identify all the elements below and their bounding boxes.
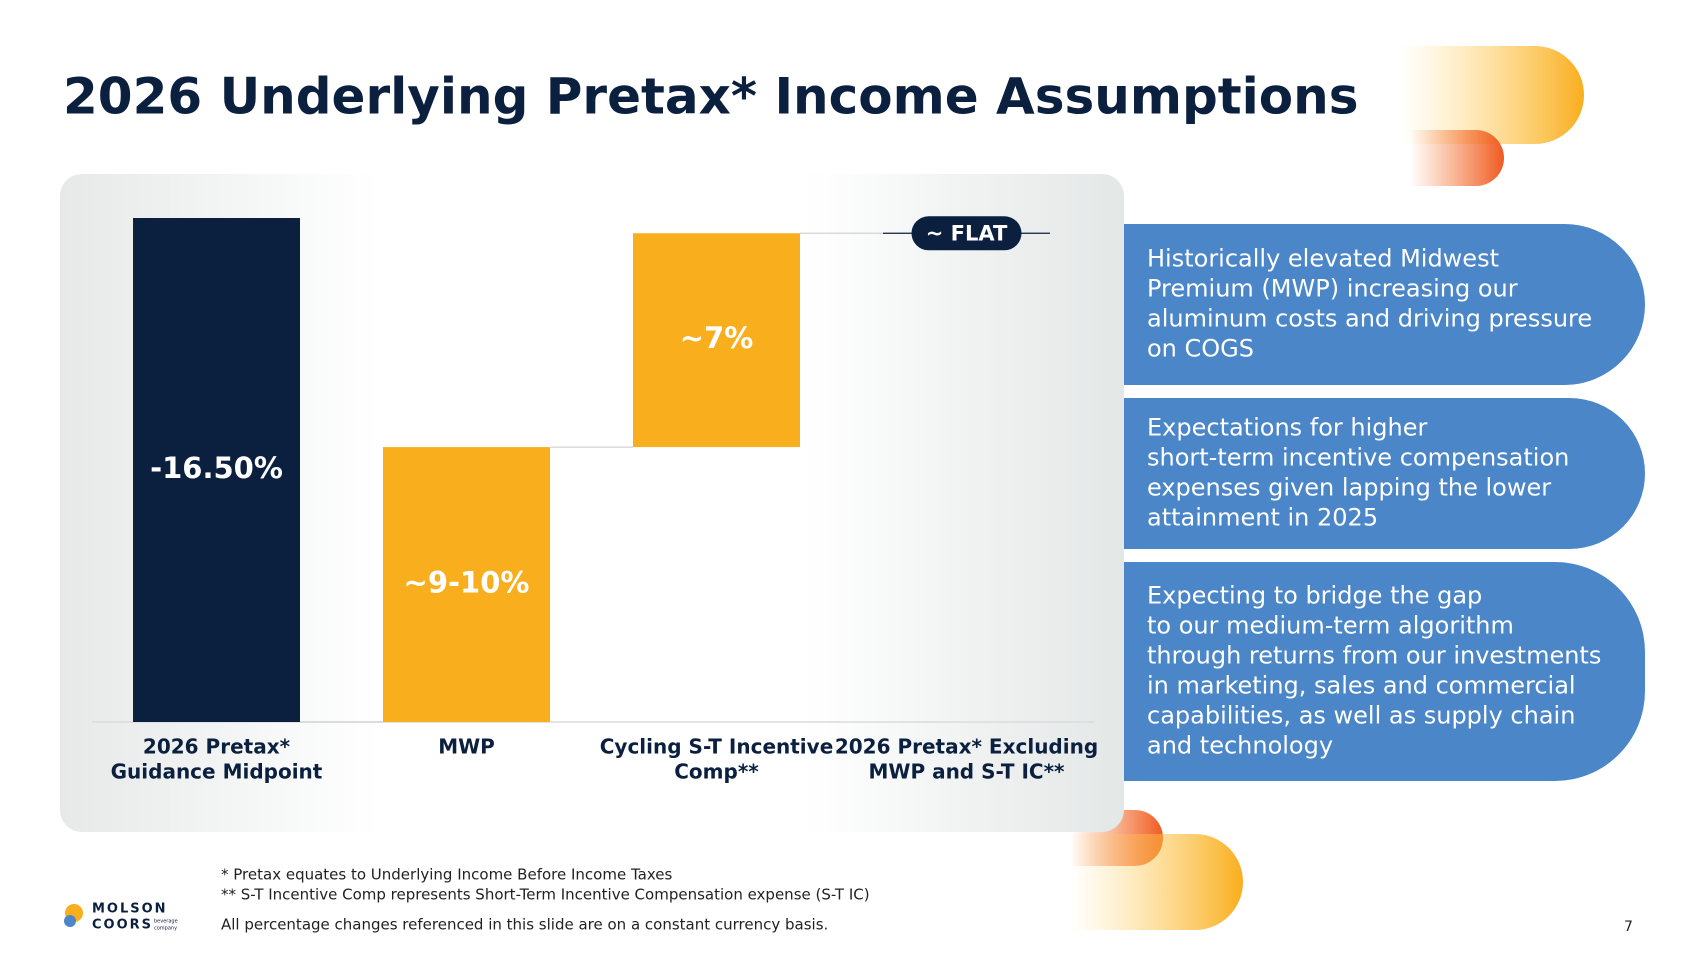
chart-panel	[60, 174, 1124, 832]
footnote: * Pretax equates to Underlying Income Be…	[221, 866, 672, 884]
value-label: -16.50%	[150, 451, 283, 485]
bar	[633, 233, 800, 448]
category-label: Cycling S-T Incentive	[600, 735, 834, 759]
callout-text: capabilities, as well as supply chain	[1147, 702, 1575, 730]
logo-text: COORS	[92, 918, 153, 933]
footnote: All percentage changes referenced in thi…	[221, 916, 828, 934]
callout-text: short-term incentive compensation	[1147, 444, 1569, 472]
decor-blob	[1410, 130, 1504, 186]
logo-text: MOLSON	[92, 902, 168, 917]
value-label: ~7%	[680, 321, 754, 355]
callout-text: Historically elevated Midwest	[1147, 245, 1499, 273]
decor-blob	[1070, 834, 1243, 930]
bar	[133, 218, 300, 722]
callout-text: through returns from our investments	[1147, 642, 1601, 670]
callout-text: Expecting to bridge the gap	[1147, 582, 1482, 610]
footnote: ** S-T Incentive Comp represents Short-T…	[221, 886, 870, 904]
logo-text: beverage	[154, 919, 178, 925]
callout-text: aluminum costs and driving pressure	[1147, 305, 1592, 333]
callout-text: to our medium-term algorithm	[1147, 612, 1514, 640]
callout-text: in marketing, sales and commercial	[1147, 672, 1576, 700]
logo-text: company	[154, 926, 177, 932]
flat-pill	[911, 216, 1022, 251]
callout-text: Premium (MWP) increasing our	[1147, 275, 1518, 303]
category-label: 2026 Pretax*	[143, 735, 291, 759]
callout-box	[1124, 398, 1645, 549]
value-label: ~ FLAT	[926, 221, 1008, 245]
callout-text: and technology	[1147, 732, 1333, 760]
logo: MOLSON COORS beverage company	[64, 902, 178, 933]
chart: -16.50% 2026 Pretax*Guidance Midpoint ~9-1…	[111, 216, 1098, 784]
callout-box	[1124, 224, 1645, 385]
category-label: 2026 Pretax* Excluding	[835, 735, 1098, 759]
category-label: Guidance Midpoint	[111, 760, 323, 784]
callout-text: expenses given lapping the lower	[1147, 474, 1551, 502]
logo-mark	[64, 915, 76, 927]
title: 2026 Underlying Pretax* Income Assumptio…	[63, 68, 1359, 126]
category-label: Comp**	[674, 760, 759, 784]
bar	[383, 447, 550, 722]
value-label: ~9-10%	[404, 566, 530, 600]
page-number: 7	[1624, 919, 1633, 935]
category-label: MWP	[438, 735, 495, 759]
callout-text: attainment in 2025	[1147, 504, 1378, 532]
decor-blob	[1400, 46, 1584, 144]
callout-text: Expectations for higher	[1147, 414, 1428, 442]
category-label: MWP and S-T IC**	[868, 760, 1065, 784]
callout-box	[1124, 562, 1645, 781]
callout-text: on COGS	[1147, 335, 1254, 363]
